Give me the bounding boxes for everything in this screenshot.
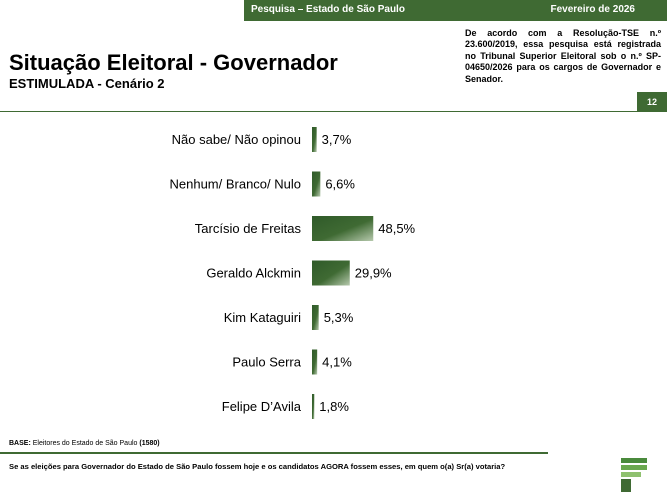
category-label: Paulo Serra bbox=[232, 355, 301, 370]
value-label: 4,1% bbox=[322, 355, 352, 370]
value-label: 5,3% bbox=[324, 310, 354, 325]
bar bbox=[312, 260, 350, 286]
category-label: Não sabe/ Não opinou bbox=[172, 132, 301, 147]
category-label: Tarcísio de Freitas bbox=[195, 221, 302, 236]
value-label: 29,9% bbox=[355, 266, 392, 281]
bar bbox=[312, 349, 318, 375]
bar bbox=[312, 127, 317, 152]
page-title: Situação Eleitoral - Governador bbox=[9, 50, 338, 75]
survey-question: Se as eleições para Governador do Estado… bbox=[9, 462, 506, 471]
page-number: 12 bbox=[637, 92, 667, 112]
category-label: Kim Kataguiri bbox=[224, 310, 301, 325]
bar bbox=[312, 305, 319, 330]
bar bbox=[312, 216, 374, 241]
bar bbox=[312, 394, 315, 419]
survey-date: Fevereiro de 2026 bbox=[550, 4, 636, 15]
header-divider bbox=[0, 111, 667, 112]
page-subtitle: ESTIMULADA - Cenário 2 bbox=[9, 76, 165, 91]
category-label: Felipe D’Avila bbox=[222, 399, 302, 414]
value-label: 1,8% bbox=[319, 399, 349, 414]
brand-logo-icon bbox=[621, 458, 647, 492]
base-text: Eleitores do Estado de São Paulo bbox=[32, 440, 138, 447]
value-label: 3,7% bbox=[322, 132, 352, 147]
value-label: 48,5% bbox=[378, 221, 415, 236]
category-label: Geraldo Alckmin bbox=[206, 266, 301, 281]
footer-divider bbox=[0, 452, 548, 454]
base-count: (1580) bbox=[139, 440, 160, 447]
base-label: BASE: bbox=[9, 440, 31, 447]
bar-chart: Não sabe/ Não opinou 3,7% Nenhum/ Branco/ … bbox=[169, 127, 416, 419]
survey-title: Pesquisa – Estado de São Paulo bbox=[251, 4, 405, 15]
tse-registration-note: De acordo com a Resolução-TSE n.º 23.600… bbox=[465, 28, 661, 84]
sample-base: BASE: Eleitores do Estado de São Paulo (… bbox=[9, 440, 160, 447]
bar bbox=[312, 171, 321, 197]
value-label: 6,6% bbox=[325, 177, 355, 192]
header-bar: Pesquisa – Estado de São Paulo Fevereiro… bbox=[244, 0, 667, 21]
category-label: Nenhum/ Branco/ Nulo bbox=[169, 177, 301, 192]
